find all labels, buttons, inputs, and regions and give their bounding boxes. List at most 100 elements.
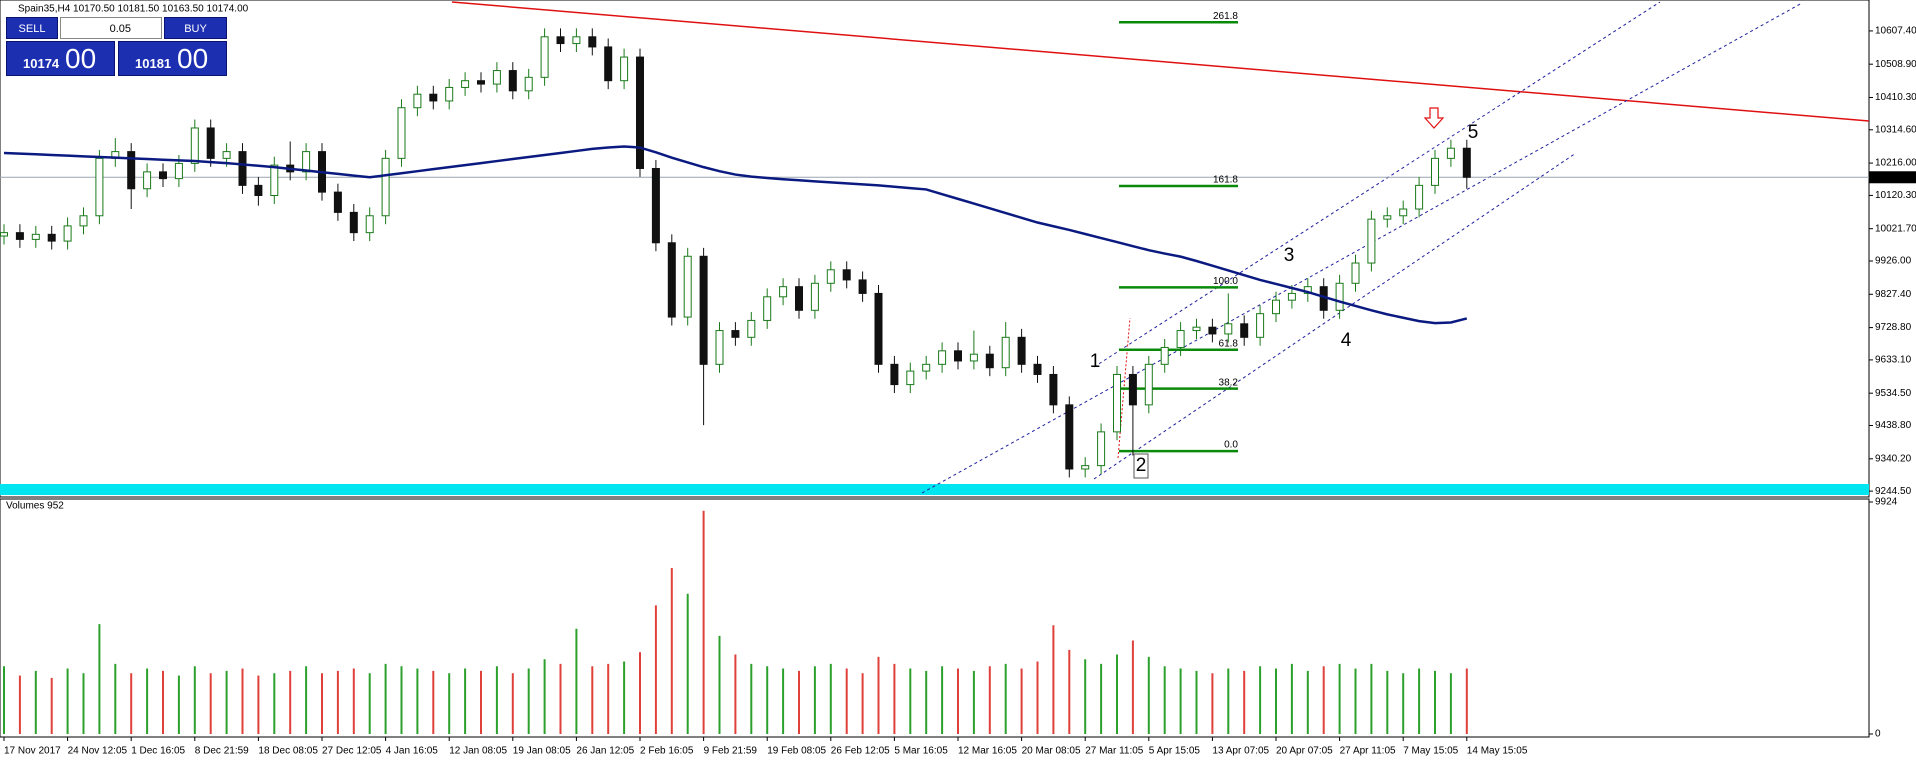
candle-body xyxy=(636,56,644,169)
candle-body xyxy=(715,330,724,365)
candle-body xyxy=(954,350,962,362)
candle-body xyxy=(254,184,263,197)
candle-body xyxy=(1224,323,1233,335)
candle-body xyxy=(190,127,199,164)
candle-body xyxy=(270,164,279,197)
y-tick-label: 10021.70 xyxy=(1875,223,1916,234)
x-tick-label: 27 Mar 11:05 xyxy=(1085,746,1144,757)
y-tick-label: 10314.60 xyxy=(1875,124,1916,135)
x-tick-label: 7 May 15:05 xyxy=(1403,746,1458,757)
wave-label: 4 xyxy=(1341,330,1352,351)
candle-body xyxy=(969,353,978,362)
candle-body xyxy=(63,225,72,242)
candle-body xyxy=(620,56,629,82)
sell-arrow xyxy=(1423,107,1445,129)
candle-body xyxy=(1081,465,1090,470)
candle-body xyxy=(397,107,406,159)
volume-tick-label: 0 xyxy=(1875,729,1881,740)
candle-body xyxy=(222,151,231,159)
x-tick-label: 26 Feb 12:05 xyxy=(831,746,890,757)
candle-body xyxy=(1065,404,1074,470)
candle-body xyxy=(1256,313,1265,338)
candle-body xyxy=(302,151,311,173)
volume-label: Volumes 952 xyxy=(6,501,64,512)
x-tick-label: 12 Mar 16:05 xyxy=(958,746,1017,757)
x-tick-label: 20 Apr 07:05 xyxy=(1276,746,1333,757)
candle-body xyxy=(1462,147,1471,178)
candle-body xyxy=(1383,215,1392,220)
candle-body xyxy=(683,255,692,318)
y-tick-label: 10508.90 xyxy=(1875,59,1916,70)
y-tick-label: 9827.40 xyxy=(1875,289,1912,300)
support-band xyxy=(0,484,1869,495)
channel-line xyxy=(1093,1,1661,368)
candle-body xyxy=(1240,323,1249,338)
y-tick-label: 9728.80 xyxy=(1875,322,1912,333)
y-tick-label: 9633.10 xyxy=(1875,355,1912,366)
ask-fraction: 00 xyxy=(177,43,209,74)
lot-input[interactable]: 0.05 xyxy=(60,17,162,39)
candle-body xyxy=(492,70,501,85)
candle-body xyxy=(1017,336,1026,365)
x-tick-label: 5 Mar 16:05 xyxy=(894,746,948,757)
candle-body xyxy=(1033,363,1042,375)
candle-body xyxy=(508,70,517,92)
x-tick-label: 2 Feb 16:05 xyxy=(640,746,694,757)
candle-body xyxy=(238,151,247,186)
channel-line xyxy=(1093,152,1577,480)
candle-body xyxy=(588,36,597,48)
candle-body xyxy=(572,36,581,45)
x-tick-label: 19 Feb 08:05 xyxy=(767,746,826,757)
x-tick-label: 24 Nov 12:05 xyxy=(68,746,128,757)
fib-label: 61.8 xyxy=(1219,338,1239,349)
candle-body xyxy=(0,232,8,237)
candle-body xyxy=(874,292,883,365)
fib-label: 0.0 xyxy=(1224,440,1238,451)
ask-quote: 10181 00 xyxy=(118,41,227,76)
candle-body xyxy=(795,286,803,311)
wave-label: 5 xyxy=(1468,122,1479,143)
wave-label: 2 xyxy=(1136,455,1147,476)
x-tick-label: 13 Apr 07:05 xyxy=(1212,746,1269,757)
y-tick-label: 9244.50 xyxy=(1875,486,1912,497)
chart-title: Spain35,H4 10170.50 10181.50 10163.50 10… xyxy=(18,4,249,15)
candle-body xyxy=(810,282,819,311)
candle-body xyxy=(1128,373,1137,406)
candle-body xyxy=(1431,157,1439,186)
candle-body xyxy=(1208,326,1217,335)
candle-body xyxy=(842,269,851,281)
candle-body xyxy=(461,80,470,88)
candle-body xyxy=(1335,282,1344,311)
wave-label: 1 xyxy=(1090,351,1101,372)
candle-body xyxy=(922,363,931,372)
candle-body xyxy=(1192,326,1201,332)
x-tick-label: 12 Jan 08:05 xyxy=(449,746,507,757)
x-tick-label: 9 Feb 21:59 xyxy=(704,746,758,757)
price-panel xyxy=(0,0,1870,498)
sell-button[interactable]: SELL xyxy=(6,17,58,39)
candle-body xyxy=(524,76,533,92)
bid-fraction: 00 xyxy=(65,43,97,74)
fib-label: 261.8 xyxy=(1213,11,1238,22)
candle-body xyxy=(1160,346,1169,365)
candle-body xyxy=(826,269,835,284)
trend-line xyxy=(451,1,1870,122)
volume-tick-label: 9924 xyxy=(1875,497,1898,508)
y-tick-label: 10607.40 xyxy=(1875,26,1916,37)
buy-button[interactable]: BUY xyxy=(164,17,227,39)
candle-body xyxy=(858,279,867,294)
candle-body xyxy=(381,157,390,217)
candle-body xyxy=(699,255,708,365)
candle-body xyxy=(1049,373,1058,406)
candle-body xyxy=(763,296,772,321)
x-tick-label: 19 Jan 08:05 xyxy=(513,746,571,757)
candle-body xyxy=(731,330,740,338)
y-tick-label: 9438.80 xyxy=(1875,420,1912,431)
candle-body xyxy=(206,127,215,159)
x-tick-label: 17 Nov 2017 xyxy=(4,746,61,757)
candle-body xyxy=(747,319,756,338)
candle-body xyxy=(1176,330,1185,348)
candle-body xyxy=(779,286,788,298)
